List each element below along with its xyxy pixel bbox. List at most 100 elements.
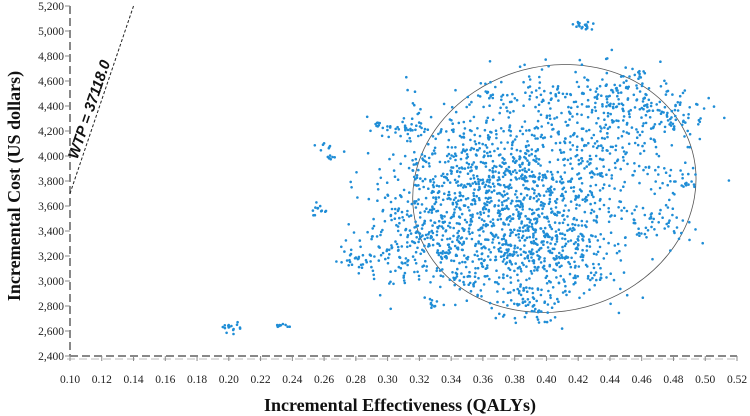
data-point bbox=[462, 228, 465, 231]
data-point bbox=[479, 226, 483, 230]
data-point bbox=[655, 152, 658, 156]
data-point bbox=[617, 311, 621, 315]
data-point bbox=[550, 306, 554, 310]
data-point bbox=[540, 288, 543, 292]
data-point bbox=[574, 70, 577, 74]
data-point bbox=[562, 278, 565, 281]
data-point bbox=[486, 197, 490, 200]
data-point bbox=[484, 161, 488, 165]
data-point bbox=[645, 236, 648, 239]
data-point bbox=[564, 95, 567, 99]
data-point bbox=[407, 166, 411, 170]
data-point bbox=[530, 248, 534, 251]
data-point bbox=[532, 303, 536, 307]
data-point bbox=[573, 223, 577, 227]
data-point bbox=[607, 241, 610, 245]
data-point bbox=[378, 121, 382, 125]
data-point bbox=[537, 158, 541, 161]
data-point bbox=[232, 327, 235, 331]
data-point bbox=[473, 133, 477, 137]
data-point bbox=[572, 100, 576, 104]
data-point bbox=[628, 115, 631, 119]
data-point bbox=[463, 167, 467, 170]
data-point bbox=[415, 124, 418, 127]
data-point bbox=[555, 276, 558, 279]
data-point bbox=[580, 182, 584, 185]
data-point bbox=[454, 146, 457, 149]
data-point bbox=[321, 143, 325, 146]
data-point bbox=[518, 177, 521, 180]
data-point bbox=[454, 253, 458, 257]
data-point bbox=[537, 257, 541, 261]
data-point bbox=[651, 220, 654, 224]
data-point bbox=[345, 259, 349, 262]
data-point bbox=[488, 201, 491, 204]
data-point bbox=[414, 177, 417, 181]
data-point bbox=[452, 130, 455, 134]
data-point bbox=[476, 177, 480, 181]
data-point bbox=[683, 135, 686, 138]
data-point bbox=[468, 209, 471, 212]
data-point bbox=[429, 219, 433, 222]
wtp-line-group: WTP = 37118.0 bbox=[65, 5, 134, 194]
data-point bbox=[436, 191, 440, 195]
data-point bbox=[518, 163, 521, 167]
data-point bbox=[614, 148, 617, 152]
data-point bbox=[425, 207, 428, 210]
data-point bbox=[361, 253, 365, 257]
y-tick-label: 3,800 bbox=[38, 176, 64, 188]
data-point bbox=[607, 207, 610, 210]
data-point bbox=[582, 292, 586, 295]
data-point bbox=[435, 300, 439, 303]
data-point bbox=[675, 226, 679, 229]
data-point bbox=[424, 196, 428, 200]
data-point bbox=[549, 294, 552, 297]
data-point bbox=[490, 131, 493, 134]
data-point bbox=[441, 198, 445, 202]
data-point bbox=[504, 185, 507, 189]
data-point bbox=[602, 165, 605, 168]
data-point bbox=[453, 283, 457, 287]
data-point bbox=[523, 315, 527, 319]
data-point bbox=[326, 155, 330, 159]
data-point bbox=[372, 224, 376, 228]
data-point bbox=[612, 120, 615, 123]
data-point bbox=[530, 256, 533, 259]
data-point bbox=[497, 276, 501, 279]
data-point bbox=[515, 178, 518, 181]
data-point bbox=[563, 141, 567, 145]
data-point bbox=[626, 162, 629, 166]
data-point bbox=[461, 260, 464, 264]
data-point bbox=[490, 190, 494, 194]
data-point bbox=[536, 287, 540, 290]
y-tick-label: 4,200 bbox=[38, 126, 64, 138]
data-point bbox=[502, 222, 506, 226]
data-point bbox=[540, 133, 543, 137]
data-point bbox=[500, 193, 504, 197]
data-point bbox=[505, 218, 509, 221]
data-point bbox=[468, 103, 471, 106]
data-point bbox=[494, 255, 498, 259]
data-point bbox=[426, 236, 429, 240]
data-point bbox=[575, 25, 578, 29]
data-point bbox=[684, 184, 688, 187]
data-point bbox=[687, 116, 690, 120]
data-point bbox=[528, 128, 531, 132]
data-point bbox=[549, 91, 552, 95]
data-point bbox=[480, 257, 483, 261]
data-point bbox=[347, 223, 351, 226]
data-point bbox=[436, 249, 440, 252]
data-point bbox=[446, 178, 450, 182]
data-point bbox=[569, 186, 573, 189]
data-point bbox=[439, 274, 443, 278]
data-point bbox=[372, 217, 375, 221]
data-point bbox=[481, 178, 485, 181]
data-point bbox=[457, 229, 461, 233]
data-point bbox=[556, 87, 560, 90]
data-point bbox=[625, 293, 629, 297]
data-point bbox=[314, 206, 317, 209]
data-point bbox=[552, 268, 555, 271]
data-point bbox=[622, 115, 626, 118]
data-point bbox=[447, 193, 450, 197]
data-point bbox=[458, 222, 462, 226]
